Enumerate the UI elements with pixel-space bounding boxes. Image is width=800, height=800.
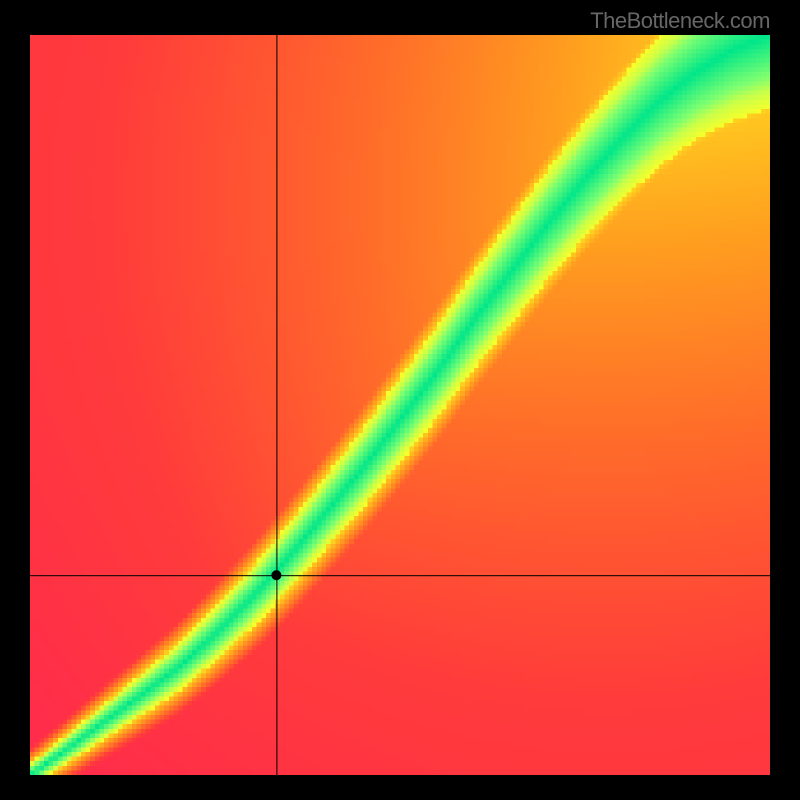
heatmap-plot <box>30 35 770 775</box>
crosshair-overlay <box>30 35 770 775</box>
chart-container: TheBottleneck.com <box>0 0 800 800</box>
watermark-text: TheBottleneck.com <box>590 8 770 34</box>
